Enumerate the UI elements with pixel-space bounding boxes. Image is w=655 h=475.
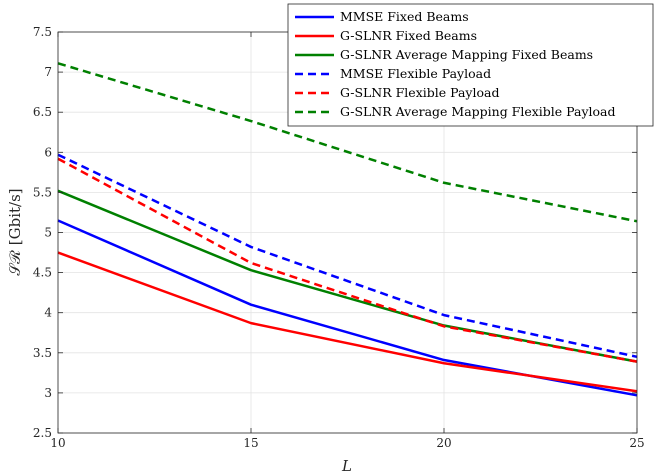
series-line-6: [57, 62, 638, 223]
y-tick-label: 4.5: [33, 266, 52, 280]
x-tick-label: 10: [50, 436, 65, 450]
legend: MMSE Fixed Beams G-SLNR Fixed Beams G-SLNR…: [287, 3, 654, 127]
series-lines: [57, 62, 638, 397]
y-tick-label: 3.5: [33, 346, 52, 360]
x-axis-label: L: [341, 457, 352, 475]
series-line-4: [57, 153, 638, 359]
legend-label: MMSE Fixed Beams: [340, 9, 469, 24]
legend-box: [287, 3, 654, 127]
x-tick-label: 25: [629, 436, 644, 450]
legend-label: MMSE Flexible Payload: [340, 66, 491, 81]
y-tick-label: 5.5: [33, 185, 52, 199]
y-tick-label: 7: [44, 65, 52, 79]
y-tick-label: 3: [44, 386, 52, 400]
axis-ticks: 10 15 20 25 2.5 3 3.5 4 4.5 5 5.5 6 6.5 7 7.5: [33, 25, 645, 450]
y-axis-label: 𝒮ℛ [Gbit/s]: [6, 188, 24, 275]
legend-label: G-SLNR Average Mapping Flexible Payload: [340, 104, 616, 119]
y-tick-label: 2.5: [33, 426, 52, 440]
y-tick-label: 4: [44, 306, 52, 320]
series-line-5: [57, 157, 638, 363]
series-line-2: [57, 251, 638, 393]
y-tick-label: 6.5: [33, 105, 52, 119]
y-tick-label: 7.5: [33, 25, 52, 39]
y-tick-label: 6: [44, 145, 52, 159]
x-tick-label: 20: [436, 436, 451, 450]
y-tick-label: 5: [44, 226, 52, 240]
legend-label: G-SLNR Fixed Beams: [340, 28, 477, 43]
legend-label: G-SLNR Flexible Payload: [340, 85, 499, 100]
x-tick-label: 15: [243, 436, 258, 450]
legend-label: G-SLNR Average Mapping Fixed Beams: [340, 47, 593, 62]
